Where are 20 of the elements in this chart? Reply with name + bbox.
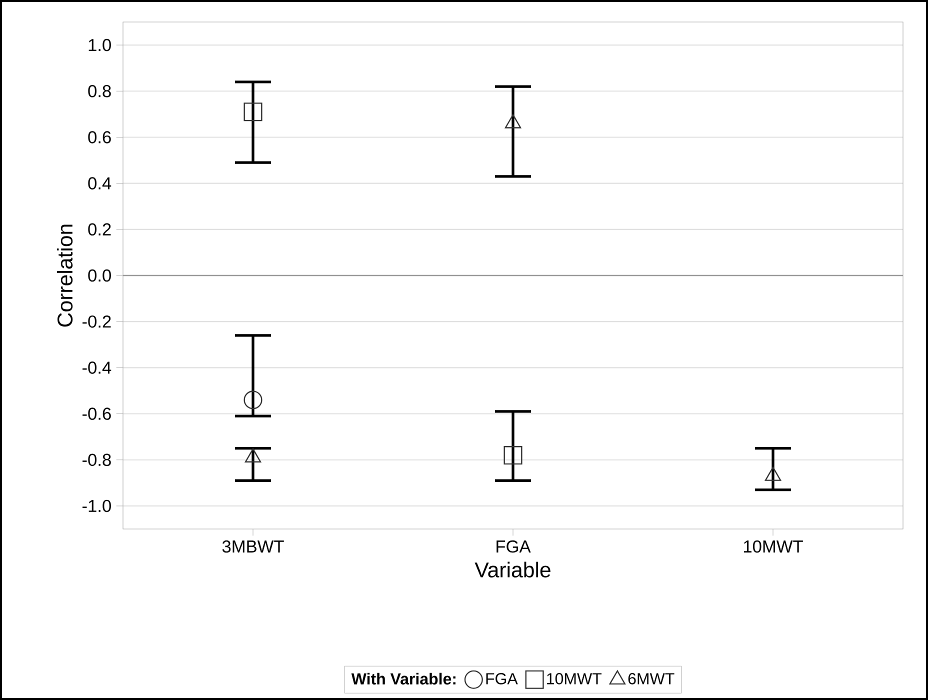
y-tick-label: 0.4 [88,177,112,190]
y-tick-label: -0.8 [82,454,111,466]
y-tick-label: -0.2 [82,315,111,328]
y-tick-label: 0.0 [88,269,111,282]
y-axis-title: Correlation [56,224,73,327]
legend-label: FGA [486,673,518,684]
y-tick-label: -0.4 [82,362,112,374]
x-tick-label: 3MBWT [222,540,284,553]
y-tick-label: -0.6 [82,408,111,420]
x-tick-label: FGA [496,540,531,553]
y-tick-label: 0.2 [88,223,111,236]
legend-label: 6MWT [628,673,674,684]
y-tick-label: 0.6 [88,131,111,144]
x-tick-label: 10MWT [744,540,803,553]
x-axis-title: Variable [474,562,550,578]
legend-label: 10MWT [547,673,602,684]
y-tick-label: 0.8 [88,84,111,98]
y-tick-label: -1.0 [82,500,111,512]
legend-title: With Variable: [351,672,456,685]
y-tick-label: 1.0 [88,38,111,52]
